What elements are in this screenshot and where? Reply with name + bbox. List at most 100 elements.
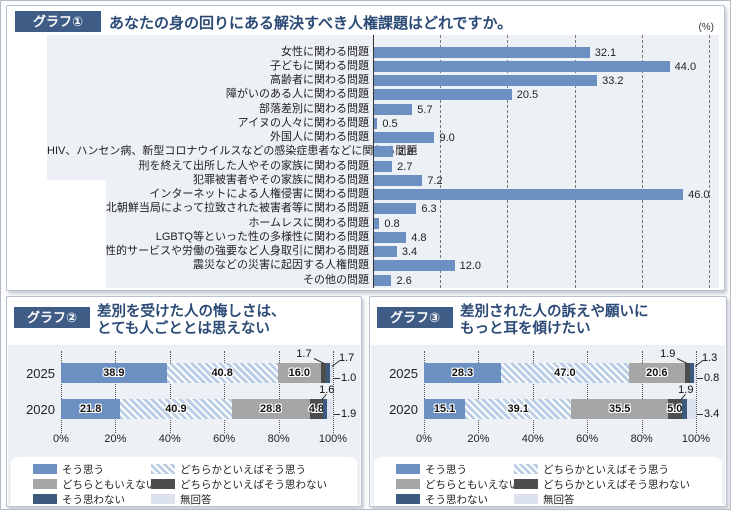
bar-value-label: 44.0 xyxy=(674,60,697,73)
graph3-legend-box: そう思う どちらかといえばそう思う どちらともいえない どちらかといえばそう思わないそ… xyxy=(374,457,722,507)
x-tick-label: 80% xyxy=(267,433,290,445)
grid-line xyxy=(574,35,576,288)
grid-line xyxy=(333,351,334,433)
grid-line xyxy=(532,351,534,433)
bar-row-label: 子どもに関わる問題 xyxy=(270,59,369,72)
segment-neither: 35.5 xyxy=(571,399,668,419)
legend-item: そう思う xyxy=(33,462,151,477)
bar-row-label: 北朝鮮当局によって拉致された被害者等に関わる問題 xyxy=(105,202,369,215)
bar-row-label: アイヌの人々に関わる問題 xyxy=(237,116,369,129)
segment-somewhat-disagree: 5.0 xyxy=(667,399,682,419)
segment-neither: 20.6 xyxy=(628,363,685,383)
x-tick-label: 60% xyxy=(213,433,236,445)
bar-row-label: その他の問題 xyxy=(303,273,369,286)
bar-value-label: 33.2 xyxy=(602,75,624,87)
bar xyxy=(374,274,392,286)
graph2-legend-box: そう思う どちらかといえばそう思う どちらともいえない どちらかといえばそう思わないそ… xyxy=(11,457,357,506)
segment-somewhat-agree: 40.9 xyxy=(120,399,232,419)
legend-item: どちらかといえばそう思う xyxy=(151,462,355,477)
bar-value-label: 46.0 xyxy=(688,189,710,201)
stacked-bar-row: 15.1 39.1 35.5 5.0 xyxy=(424,399,696,419)
legend-swatch-disagree xyxy=(33,494,57,504)
graph1-bottomleft-white-area xyxy=(47,180,106,288)
segment-disagree xyxy=(689,363,694,383)
bar xyxy=(374,46,590,58)
segment-somewhat-agree: 39.1 xyxy=(465,399,572,419)
legend-swatch-no-answer xyxy=(151,494,175,504)
year-label: 2020 xyxy=(26,402,55,417)
legend-label: 無回答 xyxy=(543,493,575,506)
legend-swatch-somewhat-disagree xyxy=(151,479,175,489)
bar-row-label: 性的サービスや労働の強要など人身取引に関わる問題 xyxy=(105,245,369,257)
segment-neither: 16.0 xyxy=(277,363,322,383)
x-tick-label: 40% xyxy=(158,433,181,445)
year-label: 2025 xyxy=(26,366,55,381)
grid-line xyxy=(61,351,62,433)
bar-row-label: 部落差別に関わる問題 xyxy=(259,102,369,115)
segment-value-label: 16.0 xyxy=(288,367,311,379)
segment-somewhat-disagree xyxy=(321,363,326,383)
graph3-title: 差別された人の訴えや願いに もっと耳を傾けたい xyxy=(460,304,649,338)
bar xyxy=(374,60,670,72)
x-tick-label: 100% xyxy=(681,433,711,445)
grid-line xyxy=(169,351,171,433)
bar xyxy=(374,174,423,186)
graph3-title-line2: もっと耳を傾けたい xyxy=(460,321,591,337)
grid-line xyxy=(224,351,226,433)
legend-item: どちらかといえばそう思わない xyxy=(151,477,355,492)
segment-disagree xyxy=(681,399,687,419)
legend-swatch-disagree xyxy=(396,494,420,504)
legend-item: どちらかといえばそう思う xyxy=(514,462,720,477)
bar-row-label: 女性に関わる問題 xyxy=(281,45,369,58)
bar-value-label: 0.5 xyxy=(382,117,398,130)
segment-somewhat-agree: 47.0 xyxy=(500,363,629,383)
bar xyxy=(374,75,598,86)
bar xyxy=(374,117,378,129)
legend-item: 無回答 xyxy=(514,492,720,507)
legend-item: どちらともいえない xyxy=(33,477,156,492)
legend-swatch-somewhat-agree xyxy=(514,464,538,474)
bar-row-label: 障がいのある人に関わる問題 xyxy=(226,88,369,101)
grid-line xyxy=(440,35,442,288)
legend-label: そう思わない xyxy=(425,493,488,506)
segment-value-label: 28.3 xyxy=(451,367,474,379)
grid-line xyxy=(641,351,643,433)
bar-value-label: 20.5 xyxy=(516,89,539,102)
grid-line xyxy=(641,35,643,288)
bar-row-label: インターネットによる人権侵害に関わる問題 xyxy=(149,188,369,200)
callout-line xyxy=(334,378,340,379)
callout-label: 3.4 xyxy=(704,408,720,420)
segment-value-label: 21.8 xyxy=(79,403,102,415)
segment-value-label: 20.6 xyxy=(646,367,668,379)
segment-value-label: 40.8 xyxy=(211,367,233,379)
callout-label: 1.9 xyxy=(341,408,357,420)
legend-item: そう思わない xyxy=(33,492,151,507)
graph2-legend: そう思う どちらかといえばそう思う どちらともいえない どちらかといえばそう思わないそ… xyxy=(33,462,355,506)
legend-swatch-somewhat-agree xyxy=(151,464,175,474)
callout-line xyxy=(334,414,340,415)
graph1-badge: グラフ① xyxy=(15,11,101,32)
stacked-bar-row: 28.3 47.0 20.6 xyxy=(424,363,696,383)
segment-value-label: 39.1 xyxy=(507,403,529,415)
bar xyxy=(374,160,393,172)
year-label: 2025 xyxy=(389,366,418,381)
callout-label: 1.3 xyxy=(702,352,718,364)
segment-agree: 15.1 xyxy=(424,399,466,419)
legend-label: そう思わない xyxy=(62,493,125,506)
bar xyxy=(374,246,397,257)
graph1-unit-label: (%) xyxy=(698,22,714,33)
legend-label: どちらかといえばそう思わない xyxy=(180,478,327,491)
bar-value-label: 4.8 xyxy=(411,231,427,244)
bar-row-label: LGBTQ等といった性の多様性に関わる問題 xyxy=(155,230,369,243)
legend-label: どちらかといえばそう思わない xyxy=(543,478,690,491)
graph2-title: 差別を受けた人の悔しさは、 とても人ごととは思えない xyxy=(97,304,286,338)
legend-item: そう思う xyxy=(396,462,514,477)
bar-row-label: 犯罪被害者やその家族に関わる問題 xyxy=(193,173,369,186)
segment-disagree xyxy=(325,363,331,383)
legend-label: そう思う xyxy=(425,463,467,476)
bar-value-label: 9.0 xyxy=(439,132,455,144)
segment-value-label: 4.8 xyxy=(308,403,325,415)
legend-label: どちらかといえばそう思う xyxy=(543,463,669,476)
segment-value-label: 15.1 xyxy=(433,403,456,415)
graph3-badge: グラフ③ xyxy=(377,307,453,328)
